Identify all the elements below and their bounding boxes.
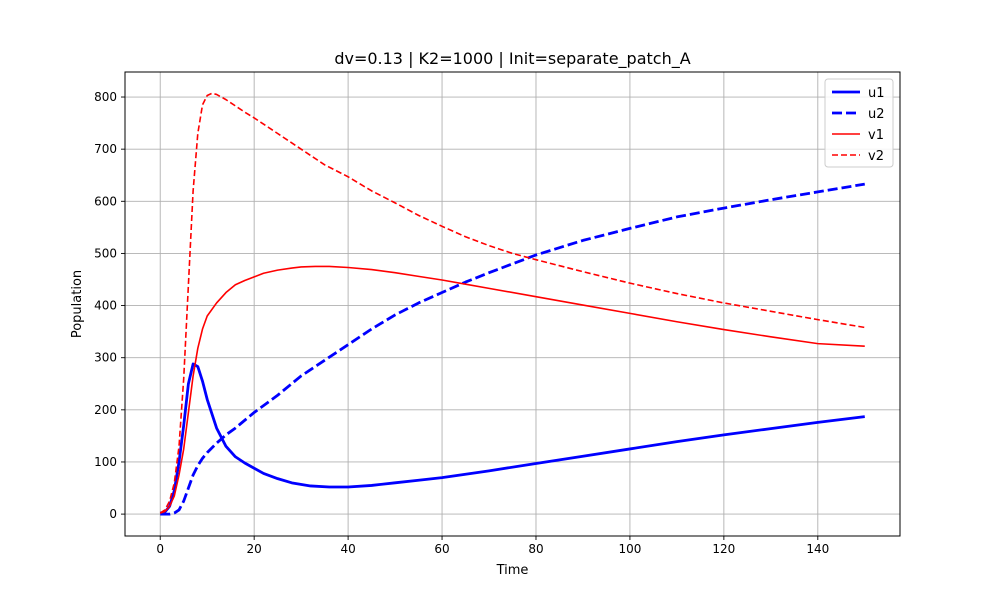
y-tick-label: 100: [94, 455, 117, 469]
grid: [125, 72, 900, 536]
y-tick-label: 800: [94, 90, 117, 104]
legend-label-u2: u2: [868, 107, 885, 122]
ticks: 0 20 40 60 80 100 120 140 0 100 200 300 400 500 600 700…: [94, 90, 829, 556]
x-tick-label: 40: [340, 542, 355, 556]
y-tick-label: 600: [94, 194, 117, 208]
series-line-v1: [159, 265, 865, 514]
legend-label-v2: v2: [868, 149, 884, 164]
legend-label-v1: v1: [868, 128, 884, 143]
x-tick-label: 140: [806, 542, 829, 556]
series-line-v2: [159, 92, 865, 514]
y-tick-label: 700: [94, 142, 117, 156]
legend-label-u1: u1: [868, 86, 885, 101]
x-tick-label: 100: [618, 542, 641, 556]
x-axis-label: Time: [496, 563, 529, 578]
plot-frame: [124, 71, 901, 537]
x-tick-label: 60: [434, 542, 449, 556]
y-tick-label: 0: [109, 507, 117, 521]
y-tick-label: 500: [94, 246, 117, 260]
y-axis-label: Population: [70, 270, 85, 338]
x-tick-label: 0: [156, 542, 164, 556]
series-layer: [159, 92, 865, 516]
legend: u1 u2 v1 v2: [824, 78, 894, 168]
chart-title: dv=0.13 | K2=1000 | Init=separate_patch_…: [334, 49, 690, 69]
y-tick-label: 400: [94, 299, 117, 313]
x-tick-label: 80: [528, 542, 543, 556]
series-line-u1: [159, 362, 865, 515]
series-line-u2: [160, 182, 865, 516]
y-tick-label: 200: [94, 403, 117, 417]
legend-box: [824, 78, 894, 168]
y-tick-label: 300: [94, 351, 117, 365]
x-tick-label: 120: [712, 542, 735, 556]
x-tick-label: 20: [247, 542, 262, 556]
